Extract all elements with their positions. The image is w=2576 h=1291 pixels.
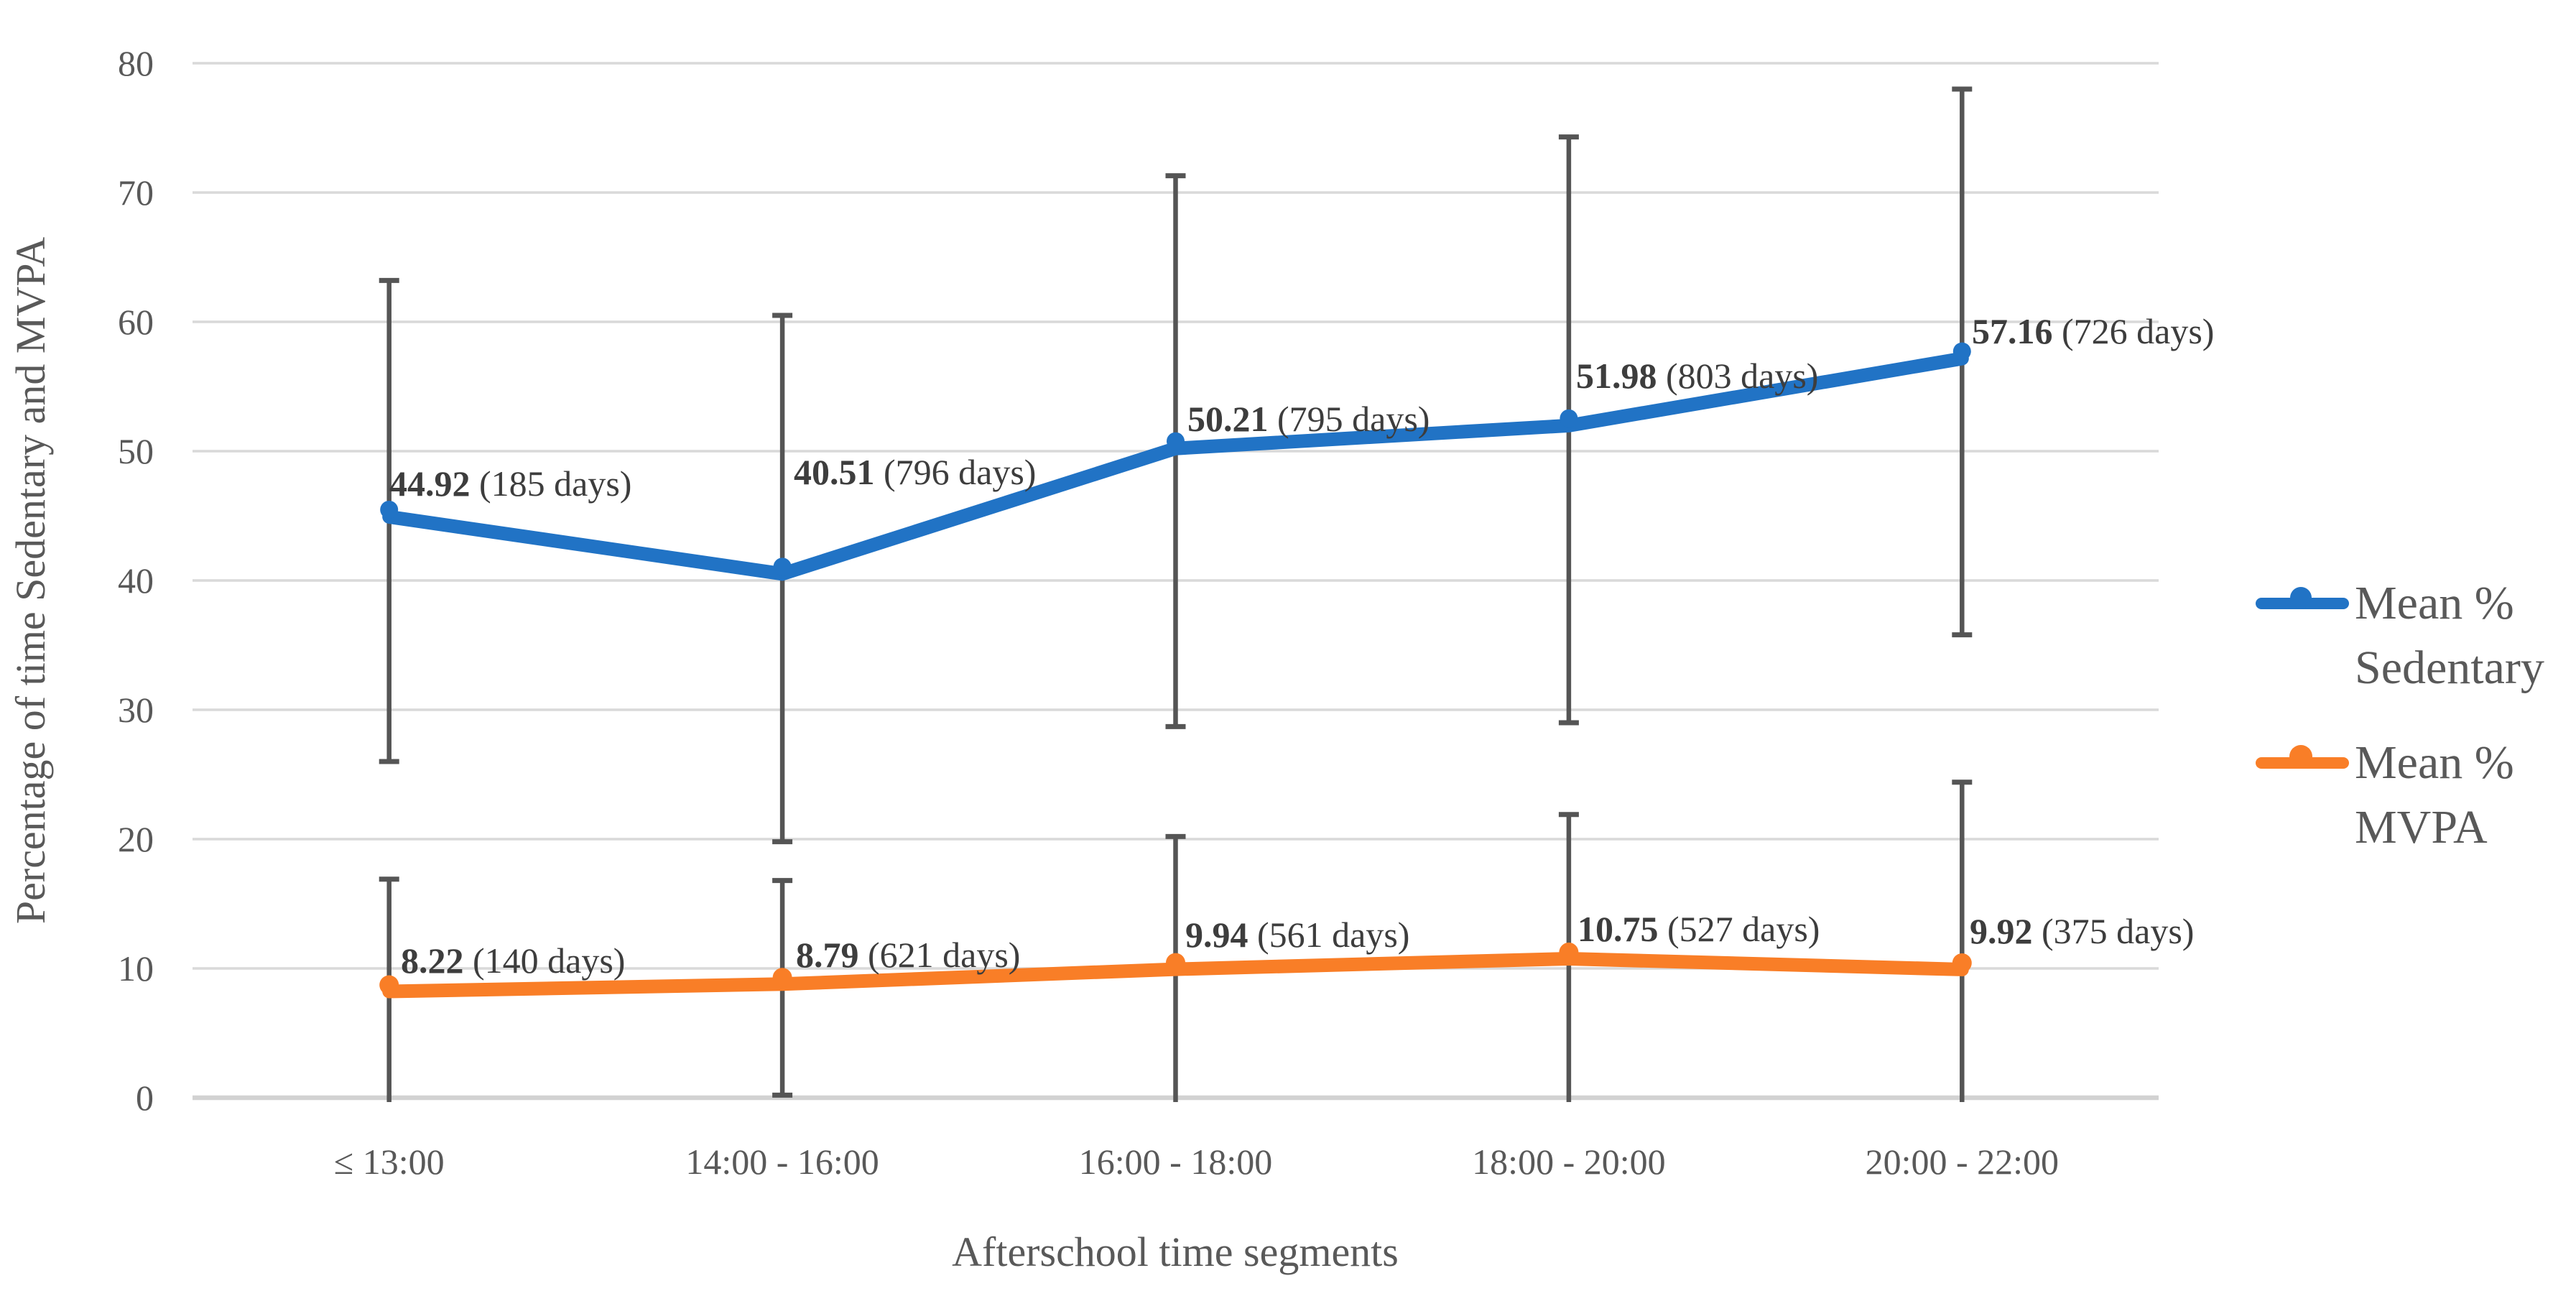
y-axis-title: Percentage of time Sedentary and MVPA xyxy=(7,237,54,924)
marker-mvpa-0 xyxy=(379,975,399,995)
data-label-days-note: (185 days) xyxy=(471,463,632,504)
data-label-days-note: (795 days) xyxy=(1269,399,1430,439)
data-label-days-note: (375 days) xyxy=(2033,911,2195,951)
x-tick-label-0: ≤ 13:00 xyxy=(334,1142,445,1182)
x-axis-tick-labels: ≤ 13:00 14:00 - 16:00 16:00 - 18:00 18:00 -… xyxy=(334,1142,2059,1182)
data-label-sedentary-1: 40.51 (796 days) xyxy=(794,452,1036,492)
data-label-value: 8.22 xyxy=(401,940,464,981)
x-tick-label-4: 20:00 - 22:00 xyxy=(1866,1142,2059,1182)
y-tick-label-70: 70 xyxy=(118,172,154,213)
legend: Mean % Sedentary Mean % MVPA xyxy=(2256,577,2544,853)
legend-label-mvpa-line1: Mean % xyxy=(2355,736,2514,789)
data-label-mvpa-1: 8.79 (621 days) xyxy=(796,935,1020,975)
y-tick-label-40: 40 xyxy=(118,560,154,601)
data-label-mvpa-3: 10.75 (527 days) xyxy=(1577,909,1820,949)
marker-sedentary-3 xyxy=(1560,409,1578,427)
data-label-value: 8.79 xyxy=(796,935,859,975)
data-label-value: 10.75 xyxy=(1577,909,1659,949)
y-axis-tick-labels: 0 10 20 30 40 50 60 70 80 xyxy=(118,43,154,1118)
data-label-value: 40.51 xyxy=(794,452,875,492)
x-tick-label-3: 18:00 - 20:00 xyxy=(1472,1142,1665,1182)
data-label-value: 51.98 xyxy=(1576,356,1657,396)
marker-sedentary-4 xyxy=(1952,342,1971,361)
data-label-days-note: (796 days) xyxy=(875,452,1037,492)
error-bar-mvpa-4 xyxy=(1952,779,1973,1102)
data-label-days-note: (527 days) xyxy=(1659,909,1820,949)
data-label-days-note: (726 days) xyxy=(2053,311,2215,351)
legend-marker-icon-mvpa xyxy=(2289,745,2312,768)
legend-item-sedentary: Mean % Sedentary xyxy=(2256,577,2544,694)
x-tick-label-2: 16:00 - 18:00 xyxy=(1079,1142,1272,1182)
data-label-mvpa-0: 8.22 (140 days) xyxy=(401,940,625,981)
data-label-value: 9.92 xyxy=(1970,911,2033,951)
data-labels: 44.92 (185 days) 40.51 (796 days) 50.21 (7… xyxy=(389,311,2214,981)
marker-sedentary-1 xyxy=(773,557,792,576)
legend-label-mvpa-line2: MVPA xyxy=(2355,801,2488,853)
legend-item-mvpa: Mean % MVPA xyxy=(2256,736,2514,853)
data-label-sedentary-3: 51.98 (803 days) xyxy=(1576,356,1818,396)
marker-mvpa-2 xyxy=(1166,953,1185,973)
data-label-value: 44.92 xyxy=(389,463,471,504)
y-tick-label-50: 50 xyxy=(118,431,154,471)
x-tick-label-1: 14:00 - 16:00 xyxy=(685,1142,879,1182)
marker-mvpa-1 xyxy=(772,968,792,988)
data-point-markers xyxy=(379,342,1972,995)
data-label-sedentary-4: 57.16 (726 days) xyxy=(1972,311,2214,351)
legend-marker-icon-sedentary xyxy=(2290,587,2312,609)
data-label-days-note: (561 days) xyxy=(1248,915,1410,955)
y-tick-label-30: 30 xyxy=(118,690,154,730)
y-tick-label-80: 80 xyxy=(118,43,154,83)
y-tick-label-10: 10 xyxy=(118,948,154,989)
data-label-sedentary-2: 50.21 (795 days) xyxy=(1187,399,1430,439)
data-label-sedentary-0: 44.92 (185 days) xyxy=(389,463,631,504)
data-label-value: 57.16 xyxy=(1972,311,2053,351)
legend-label-sedentary-line2: Sedentary xyxy=(2355,642,2544,694)
data-label-value: 50.21 xyxy=(1187,399,1269,439)
y-tick-label-60: 60 xyxy=(118,302,154,342)
marker-sedentary-0 xyxy=(380,500,399,519)
data-label-days-note: (621 days) xyxy=(859,935,1021,975)
data-label-days-note: (803 days) xyxy=(1657,356,1819,396)
marker-sedentary-2 xyxy=(1167,432,1185,450)
marker-mvpa-4 xyxy=(1952,953,1972,973)
data-label-value: 9.94 xyxy=(1185,915,1248,955)
legend-label-sedentary-line1: Mean % xyxy=(2355,577,2514,629)
y-tick-label-20: 20 xyxy=(118,819,154,859)
data-label-days-note: (140 days) xyxy=(464,940,626,981)
data-label-mvpa-4: 9.92 (375 days) xyxy=(1970,911,2194,951)
marker-mvpa-3 xyxy=(1559,943,1579,962)
data-label-mvpa-2: 9.94 (561 days) xyxy=(1185,915,1409,955)
x-axis-title: Afterschool time segments xyxy=(952,1228,1399,1275)
y-tick-label-0: 0 xyxy=(136,1078,154,1118)
